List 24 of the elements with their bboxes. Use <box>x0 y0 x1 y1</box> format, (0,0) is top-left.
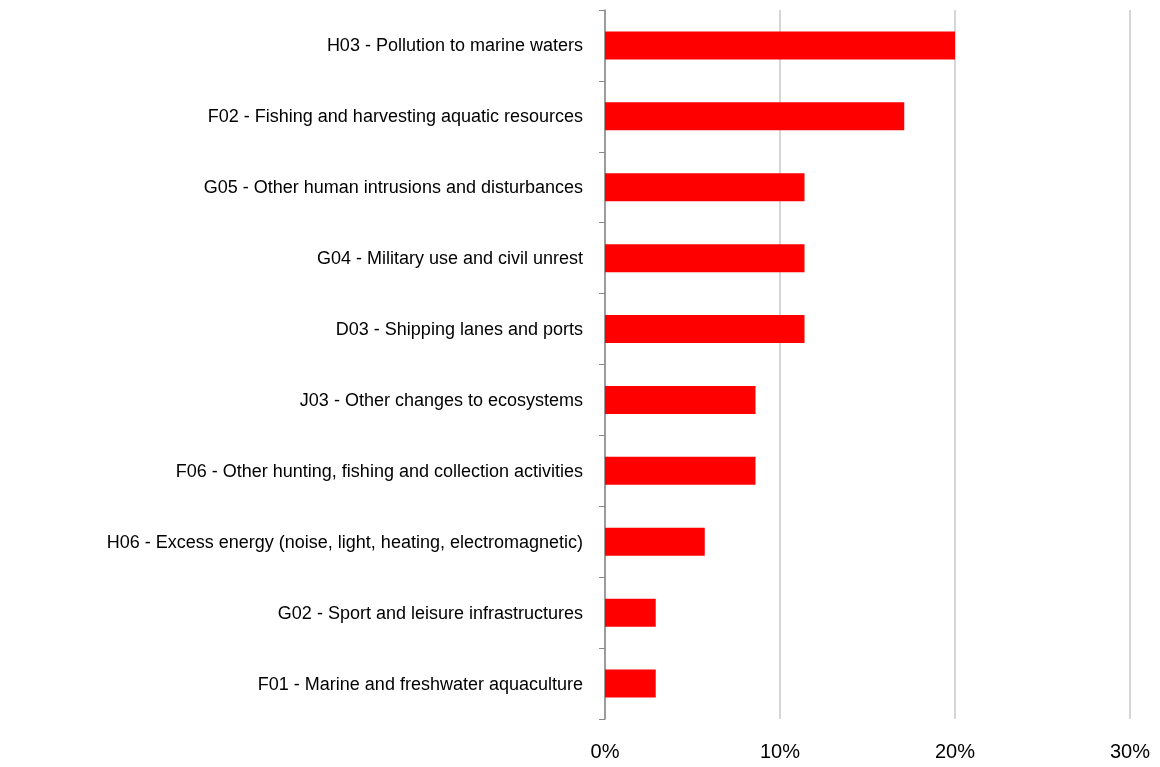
bar <box>605 244 805 273</box>
bar <box>605 456 756 485</box>
y-tick-label: F02 - Fishing and harvesting aquatic resources <box>207 106 583 127</box>
y-tick-label: F01 - Marine and freshwater aquaculture <box>257 673 583 694</box>
bar <box>605 385 756 414</box>
y-tick-label: H06 - Excess energy (noise, light, heating, electromagnetic) <box>106 531 583 552</box>
bar <box>605 527 705 556</box>
bar <box>605 598 656 627</box>
y-tick-label: H03 - Pollution to marine waters <box>326 35 583 56</box>
bar <box>605 315 805 344</box>
bar <box>605 31 955 60</box>
x-tick-label: 0% <box>590 740 620 762</box>
bar <box>605 102 905 131</box>
y-tick-label: D03 - Shipping lanes and ports <box>335 319 583 340</box>
x-tick-label: 30% <box>1109 740 1151 762</box>
x-tick-label: 20% <box>934 740 976 762</box>
y-tick-label: G05 - Other human intrusions and disturbances <box>203 177 583 198</box>
y-tick-label: G02 - Sport and leisure infrastructures <box>277 602 583 623</box>
bar <box>605 669 656 698</box>
y-tick-label: J03 - Other changes to ecosystems <box>299 389 583 410</box>
bar <box>605 173 805 202</box>
y-tick-label: G04 - Military use and civil unrest <box>316 248 583 269</box>
x-tick-label: 10% <box>759 740 801 762</box>
y-tick-label: F06 - Other hunting, fishing and collection activities <box>175 460 583 481</box>
